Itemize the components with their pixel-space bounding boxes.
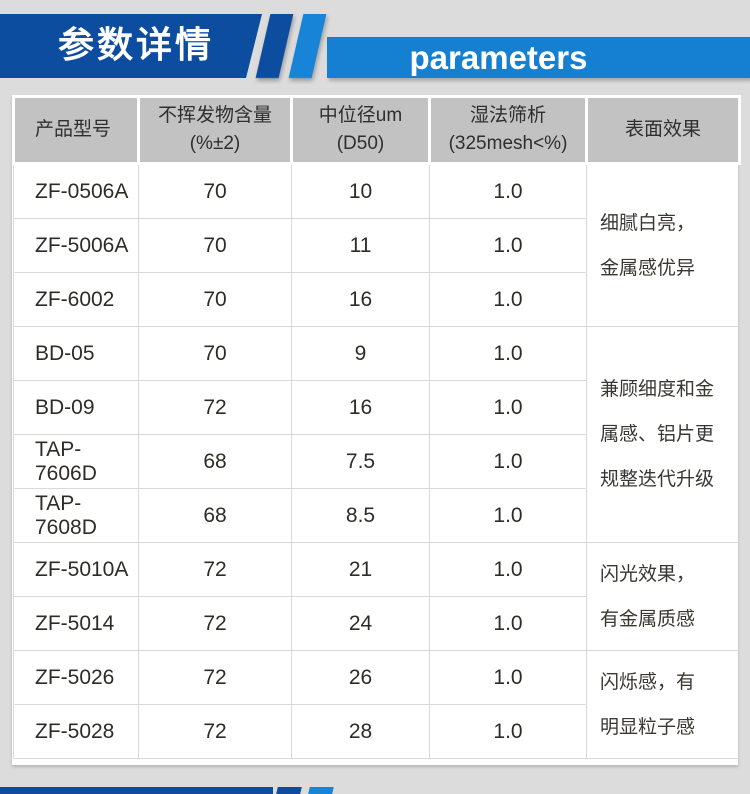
banner-title-block: 参数详情 [0,14,262,78]
cell-nonvolatile-content: 70 [138,272,292,327]
table-row: TAP-7606D 68 7.5 1.0 [13,434,740,489]
cell-surface-effect: 闪光效果， 有金属质感 [586,542,740,651]
cell-median-diameter: 10 [291,163,430,219]
next-banner-stripe-light [308,787,334,794]
cell-nonvolatile-content: 70 [138,163,292,219]
cell-model: ZF-0506A [13,163,139,219]
cell-nonvolatile-content: 72 [138,380,292,435]
table-row: BD-05 70 9 1.0 兼顾细度和金 属感、铝片更 规整迭代升级 [13,326,740,543]
next-banner-title-block [0,787,273,794]
cell-surface-effect: 细腻白亮， 金属感优异 [586,163,740,327]
cell-model: ZF-5026 [13,650,139,705]
cell-median-diameter: 9 [291,326,430,381]
col-header-wet-sieve: 湿法筛析 (325mesh<%) [428,95,588,165]
table-row: ZF-5006A 70 11 1.0 [13,218,740,273]
cell-model: TAP-7608D [13,488,139,543]
effect-line: 规整迭代升级 [600,469,715,490]
cell-surface-effect: 闪烁感，有 明显粒子感 [586,650,740,759]
header-label: 表面效果 [624,119,701,141]
cell-nonvolatile-content: 70 [138,326,292,381]
effect-line: 明显粒子感 [600,716,696,738]
header-sublabel: (%±2) [189,133,241,154]
table-row: ZF-5010A 72 21 1.0 闪光效果， 有金属质感 [13,542,740,651]
cell-model: ZF-5010A [13,542,139,597]
cell-wet-sieve: 1.0 [429,704,587,759]
parameters-table-card: 产品型号 不挥发物含量 (%±2) 中位径um (D50) 湿法筛析 (325m… [12,95,741,765]
effect-line: 闪烁感，有 [600,671,696,693]
cell-wet-sieve: 1.0 [429,163,587,219]
cell-nonvolatile-content: 70 [138,218,292,273]
table-row: ZF-0506A 70 10 1.0 细腻白亮， 金属感优异 [13,163,740,327]
cell-wet-sieve: 1.0 [429,596,587,651]
col-header-model: 产品型号 [12,95,140,165]
cell-wet-sieve: 1.0 [429,434,587,489]
cell-median-diameter: 21 [291,542,430,597]
next-banner-stripe-dark [276,787,302,794]
banner-title-cn: 参数详情 [58,24,215,65]
cell-wet-sieve: 1.0 [429,326,587,381]
cell-median-diameter: 7.5 [291,434,430,489]
cell-model: ZF-5028 [13,704,139,759]
cell-wet-sieve: 1.0 [429,218,587,273]
cell-wet-sieve: 1.0 [429,542,587,597]
cell-median-diameter: 8.5 [291,488,430,543]
col-header-median-diameter: 中位径um (D50) [290,95,431,165]
cell-median-diameter: 16 [291,272,430,327]
header-label: 不挥发物含量 [157,105,272,127]
col-header-surface-effect: 表面效果 [585,95,741,165]
banner-stripe-light [288,14,327,78]
cell-nonvolatile-content: 72 [138,704,292,759]
cell-model: BD-09 [13,380,139,435]
cell-median-diameter: 24 [291,596,430,651]
cell-surface-effect: 兼顾细度和金 属感、铝片更 规整迭代升级 [586,326,740,543]
cell-model: ZF-5014 [13,596,139,651]
cell-wet-sieve: 1.0 [429,488,587,543]
header-label: 中位径um [318,105,403,127]
cell-median-diameter: 16 [291,380,430,435]
cell-nonvolatile-content: 72 [138,542,292,597]
cell-model: ZF-5006A [13,218,139,273]
header-label: 产品型号 [35,119,112,141]
effect-line: 闪光效果， [600,563,696,585]
cell-wet-sieve: 1.0 [429,380,587,435]
table-row: TAP-7608D 68 8.5 1.0 [13,488,740,543]
cell-median-diameter: 11 [291,218,430,273]
cell-nonvolatile-content: 72 [138,596,292,651]
header-sublabel: (D50) [336,133,385,154]
table-row: BD-09 72 16 1.0 [13,380,740,435]
cell-model: BD-05 [13,326,139,381]
cell-nonvolatile-content: 68 [138,434,292,489]
banner-title-en: parameters [409,39,588,76]
col-header-nonvolatile: 不挥发物含量 (%±2) [137,95,293,165]
banner-subtitle-band: parameters [327,37,750,78]
header-sublabel: (325mesh<%) [448,133,568,154]
cell-nonvolatile-content: 72 [138,650,292,705]
cell-model: TAP-7606D [13,434,139,489]
table-row: ZF-6002 70 16 1.0 [13,272,740,327]
header-label: 湿法筛析 [469,105,546,127]
section-banner: 参数详情 parameters [0,0,750,95]
effect-line: 金属感优异 [600,257,696,279]
cell-wet-sieve: 1.0 [429,272,587,327]
effect-line: 兼顾细度和金 [600,379,715,400]
cell-median-diameter: 26 [291,650,430,705]
table-row: ZF-5026 72 26 1.0 闪烁感，有 明显粒子感 [13,650,740,759]
table-row: ZF-5028 72 28 1.0 [13,704,740,759]
header-row: 产品型号 不挥发物含量 (%±2) 中位径um (D50) 湿法筛析 (325m… [12,95,741,165]
effect-line: 属感、铝片更 [600,424,715,445]
parameters-table: 产品型号 不挥发物含量 (%±2) 中位径um (D50) 湿法筛析 (325m… [12,95,741,759]
effect-line: 有金属质感 [600,608,696,630]
cell-wet-sieve: 1.0 [429,650,587,705]
cell-model: ZF-6002 [13,272,139,327]
cell-median-diameter: 28 [291,704,430,759]
effect-line: 细腻白亮， [600,212,696,234]
banner-stripe-dark [255,14,294,78]
cell-nonvolatile-content: 68 [138,488,292,543]
